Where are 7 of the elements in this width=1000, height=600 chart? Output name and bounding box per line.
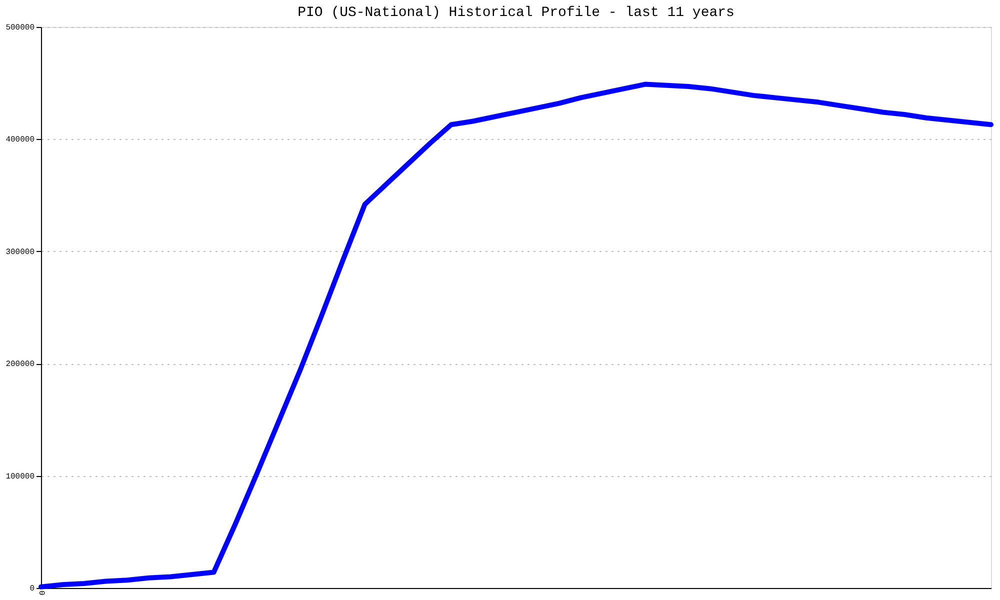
y-tick-label: 0 — [30, 584, 35, 594]
y-tick-label: 300000 — [6, 248, 35, 257]
y-tick-label: 200000 — [6, 360, 35, 370]
y-tick-label: 500000 — [6, 24, 35, 32]
y-tick-label: 400000 — [6, 136, 35, 145]
y-tick-label: 100000 — [6, 472, 35, 482]
chart-title: PIO (US-National) Historical Profile - last 11 years — [298, 5, 734, 21]
